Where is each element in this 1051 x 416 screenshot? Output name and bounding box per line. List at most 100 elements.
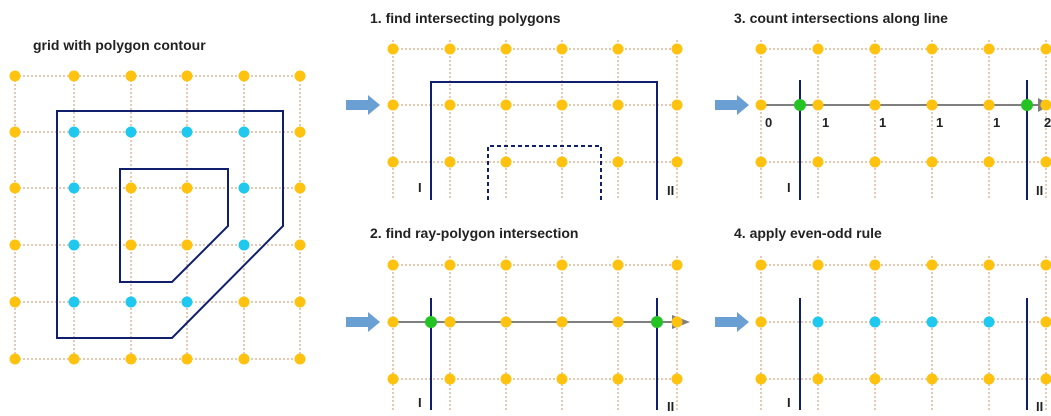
grid-node [125,353,137,365]
grid-node [612,373,624,385]
step2-intersection-node-2 [651,316,663,328]
grid-node [612,43,624,55]
grid-node [1040,316,1051,328]
grid-node [125,239,137,251]
grid-node [9,296,21,308]
grid-node [983,259,995,271]
grid-node [9,126,21,138]
grid-node [612,259,624,271]
step1-polygon-inner [487,145,602,200]
grid-node [1040,373,1051,385]
inner-polygon [119,168,229,283]
step3-label-polygon-i: I [787,180,791,195]
grid-node [755,259,767,271]
grid-node [500,43,512,55]
grid-node [926,156,938,168]
grid-node [869,373,881,385]
grid-node [983,156,995,168]
grid-node [444,373,456,385]
inside-grid-node [238,239,250,251]
main-grid-title: grid with polygon contour [33,37,206,53]
grid-node [671,43,683,55]
grid-node [238,70,250,82]
grid-node [1040,43,1051,55]
grid-node [68,70,80,82]
inside-grid-node [238,126,250,138]
grid-node [556,156,568,168]
grid-node [812,156,824,168]
grid-node [181,239,193,251]
grid-node [556,259,568,271]
grid-node [294,182,306,194]
inside-grid-node [983,316,995,328]
inside-grid-node [68,182,80,194]
inside-grid-node [812,316,824,328]
grid-node [294,353,306,365]
step1-panel: I II [346,40,683,200]
step3-title: 3. count intersections along line [734,10,948,26]
grid-node [755,156,767,168]
crossing-count-3: 1 [936,115,943,130]
grid-node [181,353,193,365]
grid-node [444,99,456,111]
grid-node [612,156,624,168]
grid-node [444,316,456,328]
step2-intersection-node-1 [425,316,437,328]
grid-node [294,296,306,308]
step2-label-polygon-ii: II [667,399,674,414]
crossing-count-0: 0 [765,115,772,130]
grid-node [387,259,399,271]
grid-node [869,259,881,271]
step1-polygon-outer [430,81,658,200]
main-grid-lines [14,75,301,360]
grid-node [125,182,137,194]
grid-node [181,70,193,82]
grid-node [869,99,881,111]
grid-node [755,316,767,328]
grid-node [444,259,456,271]
grid-node [238,353,250,365]
grid-node [387,316,399,328]
inside-grid-node [125,126,137,138]
main-grid-panel [9,70,306,365]
grid-node [294,70,306,82]
grid-node [387,43,399,55]
grid-node [556,373,568,385]
grid-node [671,316,683,328]
grid-node [983,43,995,55]
inside-grid-node [68,239,80,251]
grid-node [500,259,512,271]
grid-node [869,156,881,168]
step1-label-polygon-i: I [418,180,422,195]
grid-node [500,99,512,111]
crossing-count-2: 1 [879,115,886,130]
grid-node [9,353,21,365]
grid-node [812,99,824,111]
grid-node [926,373,938,385]
grid-node [1040,99,1051,111]
grid-node [812,373,824,385]
inside-grid-node [869,316,881,328]
grid-node [671,373,683,385]
step3-intersection-node-2 [1021,99,1033,111]
step2-label-polygon-i: I [418,395,422,410]
grid-node [983,373,995,385]
inside-grid-node [68,126,80,138]
inside-grid-node [68,296,80,308]
grid-node [612,99,624,111]
inside-grid-node [181,126,193,138]
grid-node [1040,259,1051,271]
grid-node [671,156,683,168]
grid-node [671,99,683,111]
grid-node [9,70,21,82]
step3-label-polygon-ii: II [1036,183,1043,198]
inside-grid-node [125,296,137,308]
step3-intersection-node-1 [794,99,806,111]
grid-node [68,353,80,365]
grid-node [294,126,306,138]
step1-arrow [346,95,380,115]
grid-node [238,296,250,308]
grid-node [1040,156,1051,168]
grid-node [812,43,824,55]
step4-label-polygon-ii: II [1036,399,1043,414]
